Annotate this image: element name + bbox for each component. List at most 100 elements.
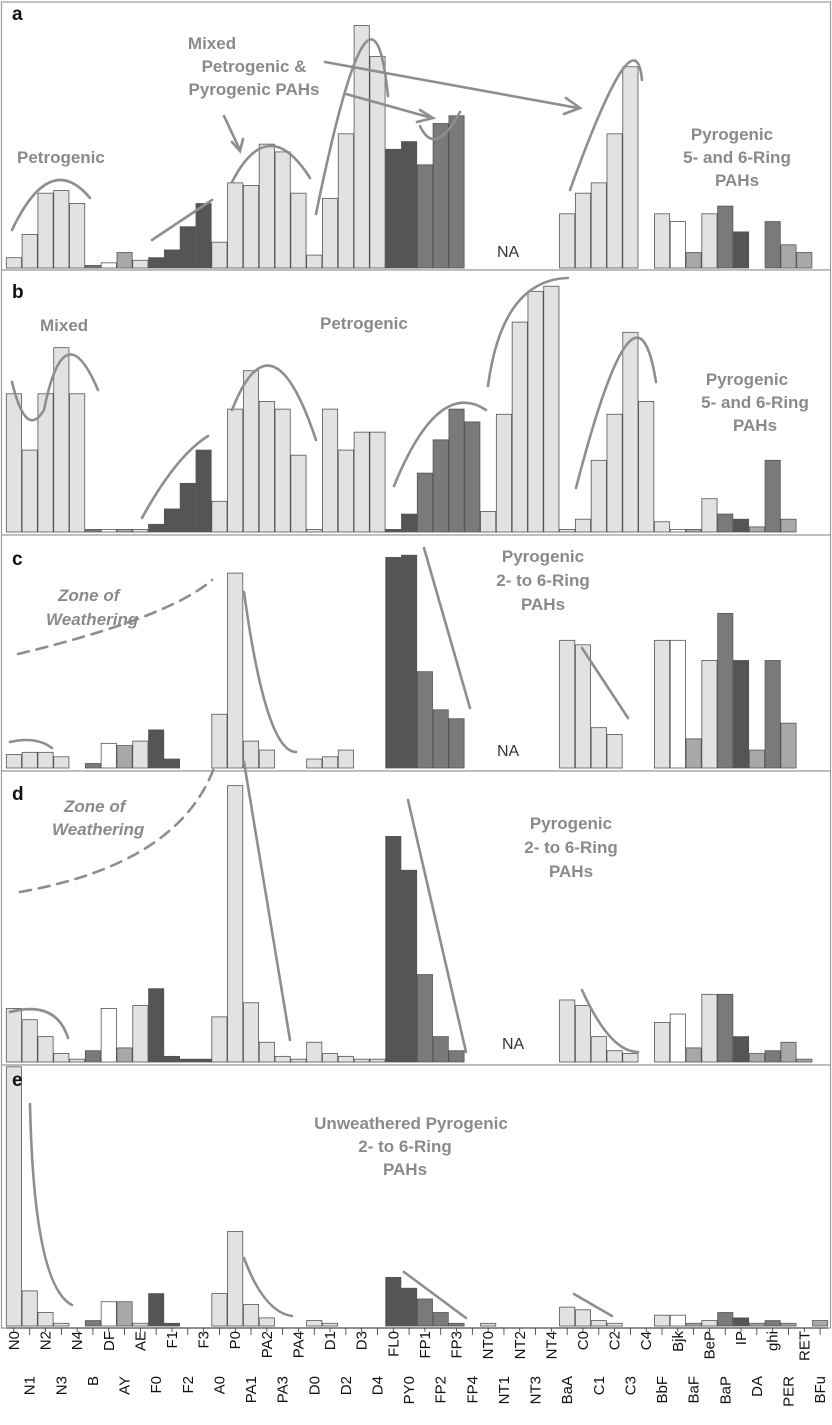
bar-d-da xyxy=(748,1053,765,1063)
bar-a-d1 xyxy=(322,197,339,269)
bar-b-a0 xyxy=(211,500,228,533)
bar-b-c2 xyxy=(606,413,623,533)
bar-a-b xyxy=(84,265,101,269)
bar-d-d4 xyxy=(369,1058,386,1063)
panel-a-letter: a xyxy=(12,4,23,25)
bar-a-pa2 xyxy=(258,143,275,269)
bar-d-df xyxy=(100,1008,117,1063)
x-tick-label: BaF xyxy=(686,1376,703,1404)
x-tick-label: C1 xyxy=(591,1376,608,1395)
bar-d-fp1 xyxy=(416,974,433,1063)
trend-curve xyxy=(230,144,312,184)
bar-c-c2 xyxy=(606,734,623,769)
bar-e-n3 xyxy=(53,1322,70,1327)
x-tick-label: A0 xyxy=(211,1376,228,1394)
bar-d-a0 xyxy=(211,1016,228,1063)
bar-a-c2 xyxy=(606,133,623,269)
bar-e-nt0 xyxy=(480,1322,497,1327)
bar-e-baa xyxy=(559,1306,576,1327)
bar-d-bbf xyxy=(654,1022,671,1063)
trend-curve xyxy=(572,1292,614,1318)
bar-e-bap xyxy=(717,1312,734,1327)
bar-e-fl0 xyxy=(385,1277,402,1327)
bar-a-d0 xyxy=(306,254,323,269)
trend-curve[interactable] xyxy=(16,578,214,656)
bar-a-baa xyxy=(559,213,576,269)
trend-curve xyxy=(242,1256,294,1318)
x-tick-label: C0 xyxy=(575,1331,592,1350)
bar-c-f1 xyxy=(163,758,180,769)
bar-c-c0 xyxy=(574,644,591,769)
bar-b-d2 xyxy=(337,449,354,533)
annotation-zone-of: Zone of xyxy=(63,797,128,816)
x-tick-label: AE xyxy=(132,1331,149,1351)
x-tick-label: DF xyxy=(101,1331,118,1351)
bar-d-pa2 xyxy=(258,1041,275,1063)
x-tick-label: BeP xyxy=(701,1331,718,1359)
annotation-ring-count: 2- to 6-Ring xyxy=(358,1137,452,1156)
bar-a-c1 xyxy=(590,182,607,269)
bar-a-fp2 xyxy=(432,123,449,269)
x-tick-label: C3 xyxy=(622,1376,639,1395)
x-tick-label: BaP xyxy=(717,1376,734,1404)
bar-a-ip xyxy=(733,231,750,269)
bar-b-f1 xyxy=(163,508,180,533)
panel-frame xyxy=(0,269,832,536)
trend-curve xyxy=(230,364,318,442)
bar-a-fp1 xyxy=(416,164,433,269)
bar-a-f3 xyxy=(195,203,212,269)
bar-c-c1 xyxy=(590,727,607,769)
trend-curve xyxy=(10,353,100,422)
bar-e-f1 xyxy=(163,1322,180,1327)
bar-a-n1 xyxy=(21,234,38,269)
bar-d-fp2 xyxy=(432,1036,449,1063)
x-tick-label: D4 xyxy=(370,1376,387,1395)
bar-d-pa1 xyxy=(243,1002,260,1063)
bar-c-fp3 xyxy=(448,718,465,769)
bar-c-baa xyxy=(559,639,576,769)
bar-d-n0 xyxy=(5,1008,22,1063)
bar-e-a0 xyxy=(211,1293,228,1327)
x-tick-label: PA4 xyxy=(290,1331,307,1358)
bar-d-ghi xyxy=(764,1050,781,1063)
bar-c-b xyxy=(84,763,101,769)
trend-curve[interactable] xyxy=(18,766,216,894)
bar-e-bep xyxy=(701,1320,718,1327)
bar-e-fp2 xyxy=(432,1312,449,1327)
bar-a-d4 xyxy=(369,56,386,269)
bar-b-fp3 xyxy=(448,408,465,533)
trend-arrowhead xyxy=(562,96,583,116)
bar-d-ae xyxy=(132,1005,149,1063)
bar-b-fp4 xyxy=(464,421,481,533)
bar-c-d1 xyxy=(322,756,339,769)
bar-b-c0 xyxy=(574,518,591,533)
x-tick-label: F3 xyxy=(196,1331,213,1349)
x-tick-label: PA2 xyxy=(259,1331,276,1358)
annotation-petrogenic-and: Petrogenic & xyxy=(202,57,307,76)
bar-d-d1 xyxy=(322,1053,339,1063)
bar-e-c1 xyxy=(590,1320,607,1327)
bar-e-ae xyxy=(132,1322,149,1327)
annotation-pahs: PAHs xyxy=(733,416,777,435)
x-tick-label: Bjk xyxy=(670,1331,687,1352)
bar-a-fl0 xyxy=(385,148,402,269)
bar-d-bjk xyxy=(669,1013,686,1063)
bar-a-bep xyxy=(701,213,718,269)
trend-curve xyxy=(344,92,434,120)
bar-b-fp2 xyxy=(432,439,449,533)
bar-e-ay xyxy=(116,1301,133,1327)
x-tick-label: FP1 xyxy=(417,1331,434,1359)
bar-c-ay xyxy=(116,745,133,769)
bar-a-pa3 xyxy=(274,151,291,269)
annotation-unweathered: Unweathered Pyrogenic xyxy=(314,1114,508,1133)
bar-c-df xyxy=(100,742,117,769)
trend-curve xyxy=(8,1007,70,1040)
bar-e-py0 xyxy=(401,1287,418,1327)
x-tick-label: NT3 xyxy=(528,1376,545,1404)
bar-a-d3 xyxy=(353,25,370,269)
x-tick-label: D2 xyxy=(338,1376,355,1395)
bar-c-fp2 xyxy=(432,709,449,769)
trend-curve xyxy=(222,114,242,152)
panel-d-letter: d xyxy=(12,784,24,805)
